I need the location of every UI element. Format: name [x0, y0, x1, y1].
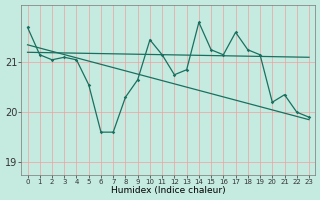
X-axis label: Humidex (Indice chaleur): Humidex (Indice chaleur): [111, 186, 226, 195]
